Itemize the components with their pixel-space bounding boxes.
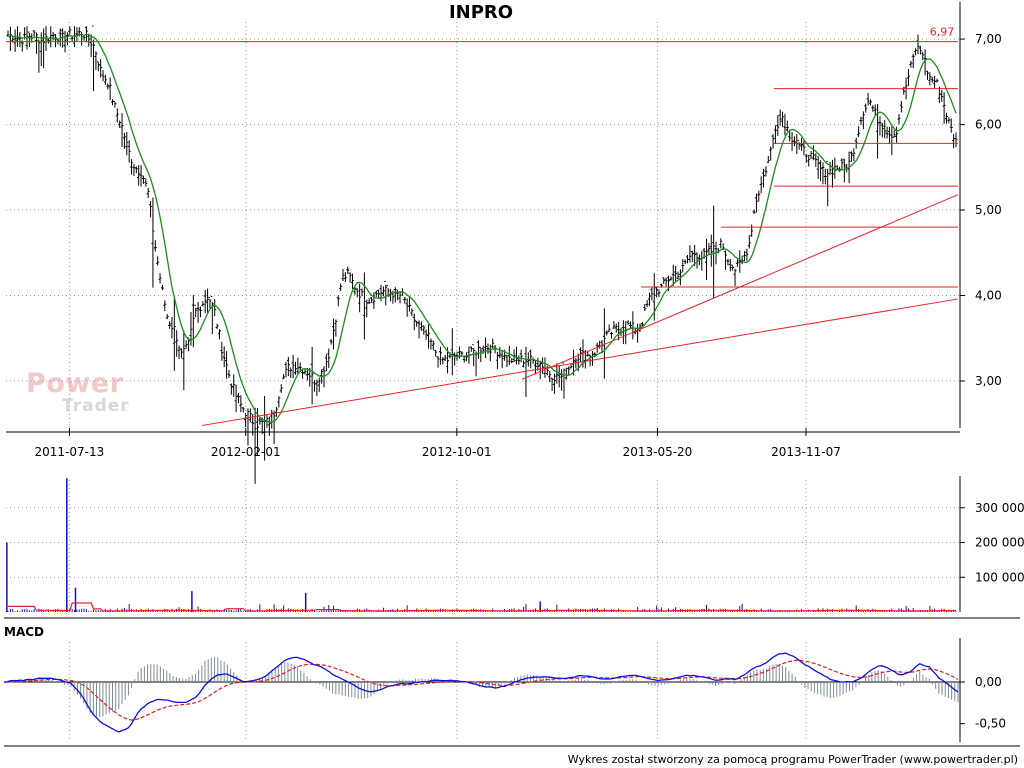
logo-line-trader: Trader [62,396,130,416]
macd-y-tick-label: -0,50 [975,717,1006,731]
macd-line [3,652,959,733]
moving-average-line [7,33,957,423]
price-bars [6,25,958,484]
x-tick-label: 2012-10-01 [422,445,492,459]
x-tick-label: 2012-02-01 [211,445,281,459]
price-y-tick-label: 7,00 [975,32,1002,46]
x-tick-label: 2013-11-07 [771,445,841,459]
footer-credit: Wykres został stworzony za pomocą progra… [567,753,1018,766]
powertrader-logo: Power Trader [26,368,129,416]
macd-signal-line [3,659,959,721]
macd-y-tick-label: 0,00 [975,675,1002,689]
chart-title: INPRO [448,2,514,23]
x-tick-label: 2011-07-13 [35,445,105,459]
volume-y-tick-label: 200 000 [975,536,1024,550]
macd-histogram [6,656,959,718]
x-tick-label: 2013-05-20 [623,445,693,459]
price-y-tick-label: 5,00 [975,203,1002,217]
price-y-tick-label: 3,00 [975,374,1002,388]
volume-y-tick-label: 100 000 [975,570,1024,584]
high-annotation-label: 6,97 [930,26,955,39]
price-y-tick-label: 4,00 [975,289,1002,303]
trendline [521,194,959,380]
volume-y-tick-label: 300 000 [975,501,1024,515]
volume-bars [6,478,957,612]
volume-average-line [8,602,956,612]
macd-panel-title: MACD [4,625,44,639]
price-y-tick-label: 6,00 [975,118,1002,132]
trendline [202,298,959,426]
logo-line-power: Power [26,368,124,399]
